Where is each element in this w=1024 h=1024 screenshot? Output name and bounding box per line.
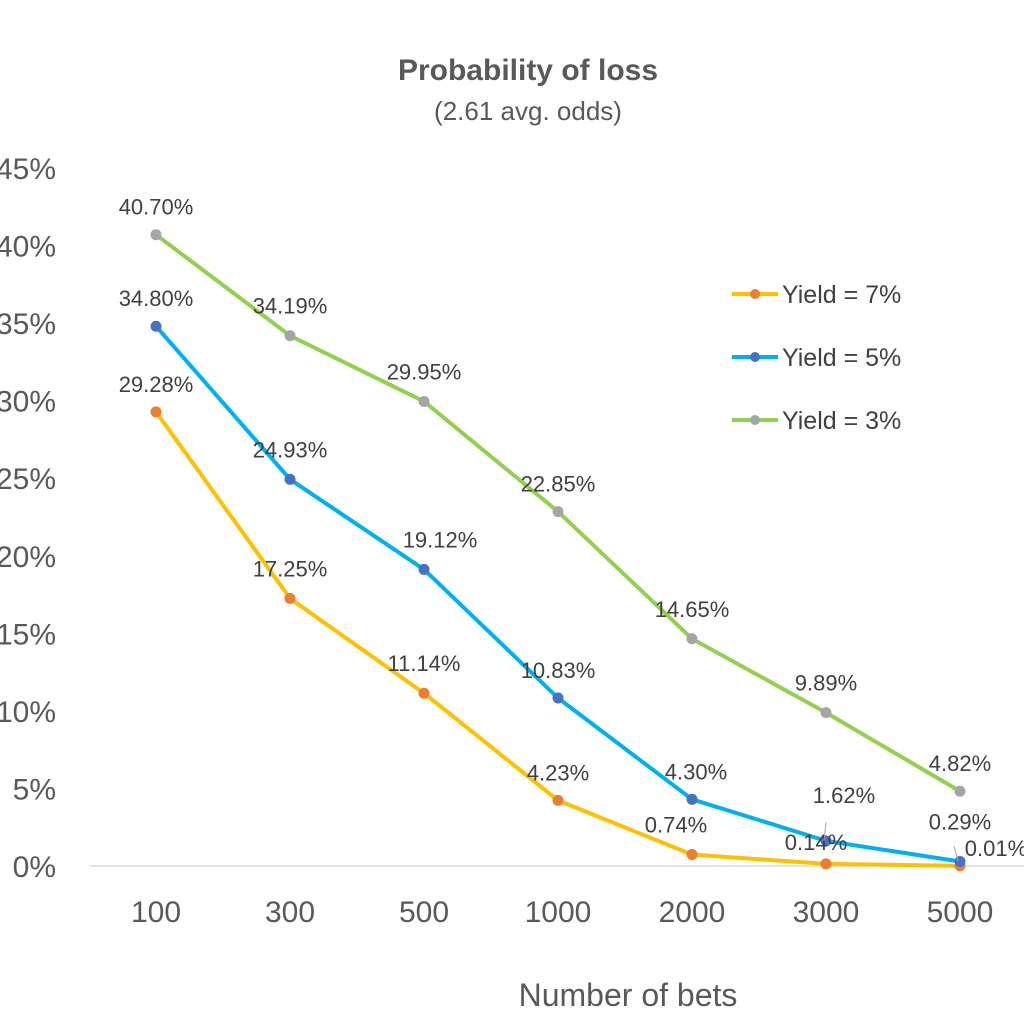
data-label: 4.23% [527,760,589,785]
data-point [418,687,430,699]
y-tick-label: 5% [13,773,56,806]
x-tick-label: 3000 [793,896,860,929]
data-point [418,395,430,407]
data-label: 0.14% [785,830,847,855]
legend-label: Yield = 3% [782,407,901,435]
data-point [418,563,430,575]
data-label: 9.89% [795,671,857,696]
chart-subtitle: (2.61 avg. odds) [434,96,622,126]
data-point [552,794,564,806]
y-tick-label: 25% [0,463,56,496]
x-tick-label: 100 [131,896,181,929]
series-markers [150,229,966,872]
x-tick-label: 5000 [927,896,994,929]
y-tick-label: 40% [0,231,56,264]
data-point [820,707,832,719]
chart-title: Probability of loss [398,54,658,87]
legend-label: Yield = 5% [782,344,901,372]
y-tick-label: 30% [0,386,56,419]
data-label: 0.29% [929,810,991,835]
label-leader-line [953,845,959,862]
legend: Yield = 7% Yield = 5% Yield = 3% [732,281,901,435]
data-labels: 29.28% 17.25% 11.14% 4.23% 0.74% 0.14% 0.01% 34… [119,195,1024,862]
y-axis-ticks: 0% 5% 10% 15% 20% 25% 30% 35% 40% 45% [0,153,56,884]
y-tick-label: 0% [13,851,56,884]
data-point [954,785,966,797]
data-point [150,320,162,332]
x-axis-ticks: 100 300 500 1000 2000 3000 5000 [131,896,993,929]
x-tick-label: 1000 [525,896,592,929]
y-tick-label: 15% [0,618,56,651]
legend-label: Yield = 7% [782,281,901,309]
data-point [284,592,296,604]
data-label: 1.62% [813,783,875,808]
data-point [686,849,698,861]
x-tick-label: 300 [265,896,315,929]
data-point [284,473,296,485]
legend-marker [750,415,760,425]
label-leader-line [823,821,827,842]
x-axis-label: Number of bets [519,977,738,1013]
y-tick-label: 45% [0,153,56,186]
data-point [686,793,698,805]
x-tick-label: 2000 [659,896,726,929]
data-label: 24.93% [253,437,328,462]
data-label: 0.74% [645,813,707,838]
data-label: 11.14% [388,651,461,676]
data-point [552,506,564,518]
data-point [820,858,832,870]
data-point [552,692,564,704]
data-label: 10.83% [521,658,596,683]
data-label: 19.12% [403,527,478,552]
data-label: 4.82% [929,751,991,776]
data-label: 22.85% [521,472,596,497]
data-label: 0.01% [965,836,1024,861]
data-label: 29.28% [119,372,194,397]
data-label: 4.30% [665,759,727,784]
data-label: 29.95% [387,359,462,384]
data-point [686,633,698,645]
y-tick-label: 10% [0,696,56,729]
data-label: 34.19% [253,294,328,319]
x-tick-label: 500 [399,896,449,929]
data-point [284,330,296,342]
data-label: 40.70% [119,195,194,220]
data-label: 14.65% [655,597,730,622]
data-point [820,835,832,847]
data-point [150,229,162,241]
y-tick-label: 20% [0,541,56,574]
data-point [150,406,162,418]
legend-marker [750,352,760,362]
legend-marker [750,289,760,299]
y-tick-label: 35% [0,308,56,341]
data-label: 17.25% [253,556,328,581]
data-label: 34.80% [119,286,194,311]
